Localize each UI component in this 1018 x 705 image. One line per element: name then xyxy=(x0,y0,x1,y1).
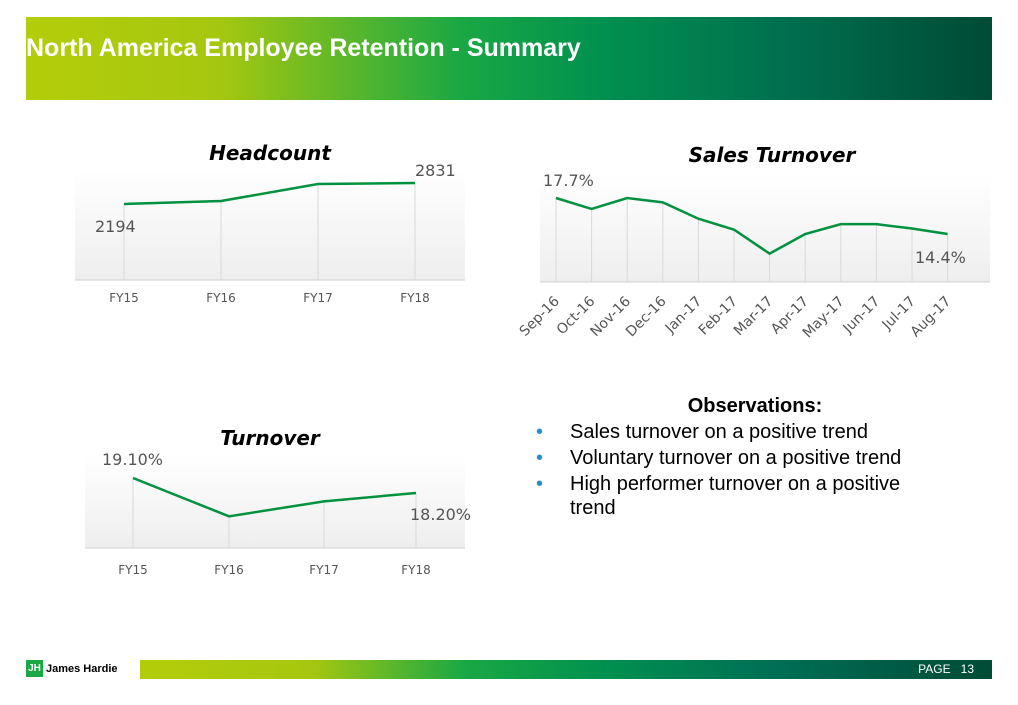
data-label: 19.10% xyxy=(102,450,163,469)
observation-item: High performer turnover on a positive tr… xyxy=(530,472,950,520)
chart-title: Sales Turnover xyxy=(689,143,857,167)
page-label: PAGE xyxy=(918,662,951,676)
x-tick-label: FY17 xyxy=(309,563,339,577)
x-tick-label: FY18 xyxy=(400,291,430,305)
header-bar xyxy=(26,17,992,100)
plot-area xyxy=(75,170,465,280)
james-hardie-logo: JH James Hardie xyxy=(26,660,118,677)
x-tick-label: Jun-17 xyxy=(840,294,884,338)
data-label: 18.20% xyxy=(410,505,471,524)
series-line xyxy=(555,196,948,256)
logo-mark-icon: JH xyxy=(26,660,43,677)
data-label: 2831 xyxy=(415,161,456,180)
observation-item: Voluntary turnover on a positive trend xyxy=(530,446,950,470)
x-tick-label: Dec-16 xyxy=(623,293,670,340)
observations-heading: Observations: xyxy=(687,395,823,417)
footer-bar xyxy=(140,660,992,679)
chart-title: Headcount xyxy=(209,141,332,165)
data-label: 14.4% xyxy=(915,248,966,267)
data-label: 17.7% xyxy=(543,171,594,190)
brand-name: James Hardie xyxy=(46,662,118,675)
plot-area xyxy=(85,455,465,548)
data-label: 2194 xyxy=(95,217,136,236)
x-tick-label: FY16 xyxy=(214,563,244,577)
x-tick-label: FY15 xyxy=(109,291,139,305)
page-number: PAGE 13 xyxy=(918,662,974,676)
series-line xyxy=(123,181,416,206)
x-tick-label: FY18 xyxy=(401,563,431,577)
observations: Observations: Sales turnover on a positi… xyxy=(530,395,950,522)
x-tick-label: FY15 xyxy=(118,563,148,577)
x-tick-label: Aug-17 xyxy=(908,294,955,341)
x-tick-label: FY17 xyxy=(303,291,333,305)
page-num: 13 xyxy=(960,662,974,676)
x-tick-label: Sep-16 xyxy=(517,293,563,339)
x-tick-label: FY16 xyxy=(206,291,236,305)
observation-item: Sales turnover on a positive trend xyxy=(530,420,950,444)
chart-title: Turnover xyxy=(220,426,321,450)
page-title: North America Employee Retention - Summa… xyxy=(26,34,581,62)
x-tick-label: Mar-17 xyxy=(731,294,777,340)
series-line xyxy=(132,476,417,518)
